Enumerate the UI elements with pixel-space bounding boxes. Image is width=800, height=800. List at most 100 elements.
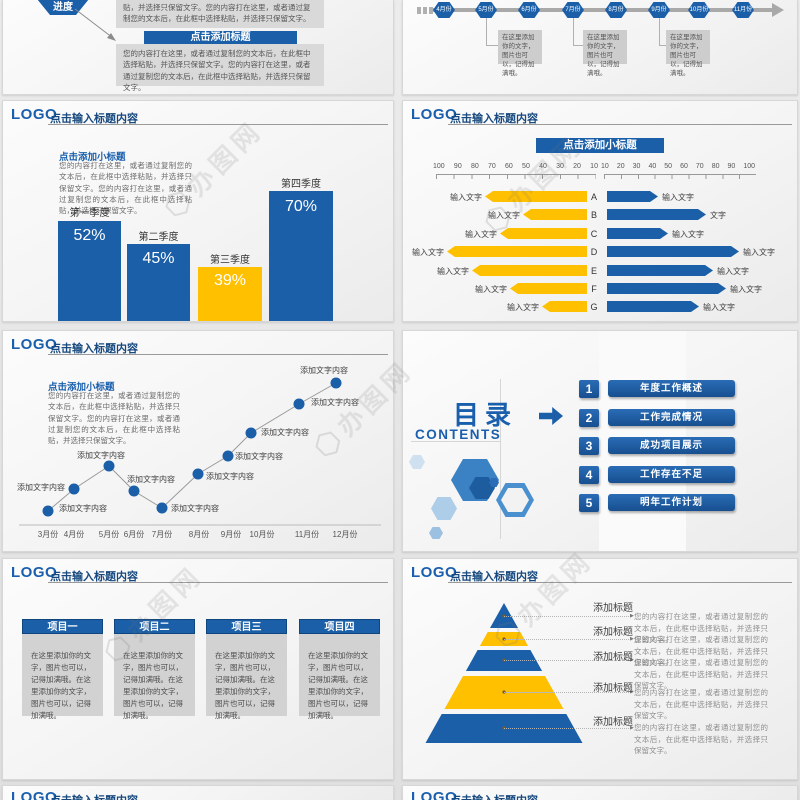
tick: 50 <box>522 163 530 170</box>
toc-item-number: 2 <box>579 409 599 427</box>
timeline-month-label: 5月份 <box>478 7 494 13</box>
tornado-letter: G <box>590 302 598 312</box>
axis-ticks-left: 100 90 80 70 60 50 40 30 20 10 <box>433 163 598 170</box>
tornado-right-bar <box>607 191 658 202</box>
axis-ruler-left <box>436 174 596 179</box>
slide-header-title: 点击输入标题内容 <box>450 792 538 800</box>
project-column-body: 在这里添加你的文字，图片也可以，记得加满哦。在这里添加你的文字，图片也可以，记得… <box>114 634 195 720</box>
flow-arrow <box>74 8 116 41</box>
pyramid-body-text: 您的内容打在这里，或者通过复制您的文本后，在此框中选择粘贴，并选择只保留文字。 <box>634 612 768 645</box>
point-label: 添加文字内容 <box>127 475 175 484</box>
data-point <box>245 427 257 439</box>
slide-partial-right: LOGO 点击输入标题内容 <box>402 785 798 800</box>
timeline-month-hexagon: 8月份 <box>605 2 627 18</box>
month-label: 9月份 <box>220 530 242 539</box>
tick: 90 <box>453 163 462 170</box>
slide-flow: 进度 贴，并选择只保留文字。您的内容打在这里，或者通过复制您的文本后，在此框中选… <box>2 0 394 95</box>
slide-logo: LOGO <box>11 336 58 353</box>
point-label: 添加文字内容 <box>17 483 65 492</box>
timeline-connector <box>659 45 666 46</box>
bar-value: 70% <box>284 198 318 215</box>
line-series <box>47 382 337 512</box>
body-text: 您的内容打在这里，或者通过复制您的文本后，在此框中选择粘贴，并选择只保留文字。您… <box>59 161 192 215</box>
timeline-callout: 在这里添加你的文字，图片也可以，记得加满哦。 <box>666 30 710 77</box>
subtitle: 点击添加小标题 <box>48 382 115 393</box>
connector-arrow-icon: ▶ <box>630 613 634 619</box>
timeline-month-hexagon: 6月份 <box>518 2 540 18</box>
tornado-right-label: 输入文字 <box>672 230 704 239</box>
connector-line <box>504 660 631 661</box>
connector-line <box>504 639 631 640</box>
pyramid-diagram <box>425 603 583 743</box>
timeline-connector <box>573 45 583 46</box>
axis-ticks-right: 10 20 30 40 50 60 70 80 90 100 <box>601 163 755 170</box>
toc-subtitle: CONTENTS <box>415 427 502 442</box>
timeline-month-label: 9月份 <box>651 7 667 13</box>
pyramid-label: 添加标题 <box>593 652 633 663</box>
project-column-body: 在这里添加你的文字，图片也可以，记得加满哦。在这里添加你的文字，图片也可以，记得… <box>299 634 380 720</box>
tick: 70 <box>695 163 704 170</box>
point-label: 添加文字内容 <box>77 451 125 460</box>
tornado-left-bar <box>447 246 587 257</box>
data-point <box>222 450 234 462</box>
tick: 20 <box>616 163 625 170</box>
slide-header-title: 点击输入标题内容 <box>50 113 138 125</box>
toc-item-number: 1 <box>579 380 599 398</box>
month-label: 8月份 <box>188 530 210 539</box>
tornado-right-label: 输入文字 <box>703 303 735 312</box>
tick: 20 <box>573 163 581 170</box>
tornado-left-label: 输入文字 <box>450 193 482 202</box>
timeline-tail-mark <box>429 7 433 14</box>
flow-hexagon-label: 进度 <box>53 2 73 13</box>
tornado-letter: F <box>591 284 597 294</box>
slide-line-chart: LOGO 点击输入标题内容 点击添加小标题 您的内容打在这里，或者通过复制您的文… <box>2 330 394 552</box>
slide-header-title: 点击输入标题内容 <box>50 571 138 583</box>
slide-tornado-chart: LOGO 点击输入标题内容 点击添加小标题 100 90 80 70 60 50 40 30 2… <box>402 100 798 322</box>
tick: 10 <box>590 163 598 170</box>
pyramid-body-text: 您的内容打在这里，或者通过复制您的文本后，在此框中选择粘贴，并选择只保留文字。 <box>634 635 768 668</box>
tornado-left-bar <box>510 283 587 294</box>
connector-line <box>504 728 631 729</box>
decor-hexagon <box>409 455 425 469</box>
tick: 60 <box>505 163 513 170</box>
tornado-right-label: 输入文字 <box>717 267 749 276</box>
toc-item: 年度工作概述 <box>608 380 735 397</box>
tick: 30 <box>632 163 641 170</box>
toc-item: 工作存在不足 <box>608 466 735 483</box>
pyramid-body-text: 您的内容打在这里，或者通过复制您的文本后，在此框中选择粘贴，并选择只保留文字。 <box>634 723 768 756</box>
tornado-letter: B <box>590 210 597 220</box>
flow-hexagon: 进度 <box>37 0 89 15</box>
tornado-letter: D <box>590 247 598 257</box>
connector-line <box>504 616 631 617</box>
toc-item-number: 3 <box>579 437 599 455</box>
timeline-connector <box>486 18 487 46</box>
slide-bar-chart: LOGO 点击输入标题内容 点击添加小标题 您的内容打在这里，或者通过复制您的文… <box>2 100 394 322</box>
tornado-right-label: 文字 <box>710 211 726 220</box>
bar-value: 52% <box>73 227 106 244</box>
bar-q3: 39% <box>198 267 262 321</box>
toc-title: 目录 <box>453 400 518 430</box>
decor-hexagon <box>429 527 443 539</box>
point-label: 添加文字内容 <box>171 504 219 513</box>
tick: 100 <box>433 163 445 170</box>
project-column-header: 项目四 <box>299 619 380 634</box>
header-underline <box>448 124 792 125</box>
tornado-letter: C <box>590 229 598 239</box>
timeline-month-label: 6月份 <box>521 7 537 13</box>
tornado-left-label: 输入文字 <box>507 303 539 312</box>
toc-item-number: 4 <box>579 466 599 484</box>
timeline-axis <box>433 8 773 12</box>
tornado-left-label: 输入文字 <box>465 230 497 239</box>
slide-header-title: 点击输入标题内容 <box>450 571 538 583</box>
bar-category-label: 第四季度 <box>281 179 321 190</box>
tick: 40 <box>539 163 547 170</box>
header-underline <box>48 354 388 355</box>
project-column-header: 项目二 <box>114 619 195 634</box>
tick: 50 <box>664 163 673 170</box>
slide-logo: LOGO <box>411 789 458 800</box>
tornado-left-label: 输入文字 <box>475 285 507 294</box>
point-label: 添加文字内容 <box>311 398 359 407</box>
timeline-month-hexagon: 10月份 <box>688 2 710 18</box>
point-label: 添加文字内容 <box>261 428 309 437</box>
month-label: 6月份 <box>123 530 145 539</box>
